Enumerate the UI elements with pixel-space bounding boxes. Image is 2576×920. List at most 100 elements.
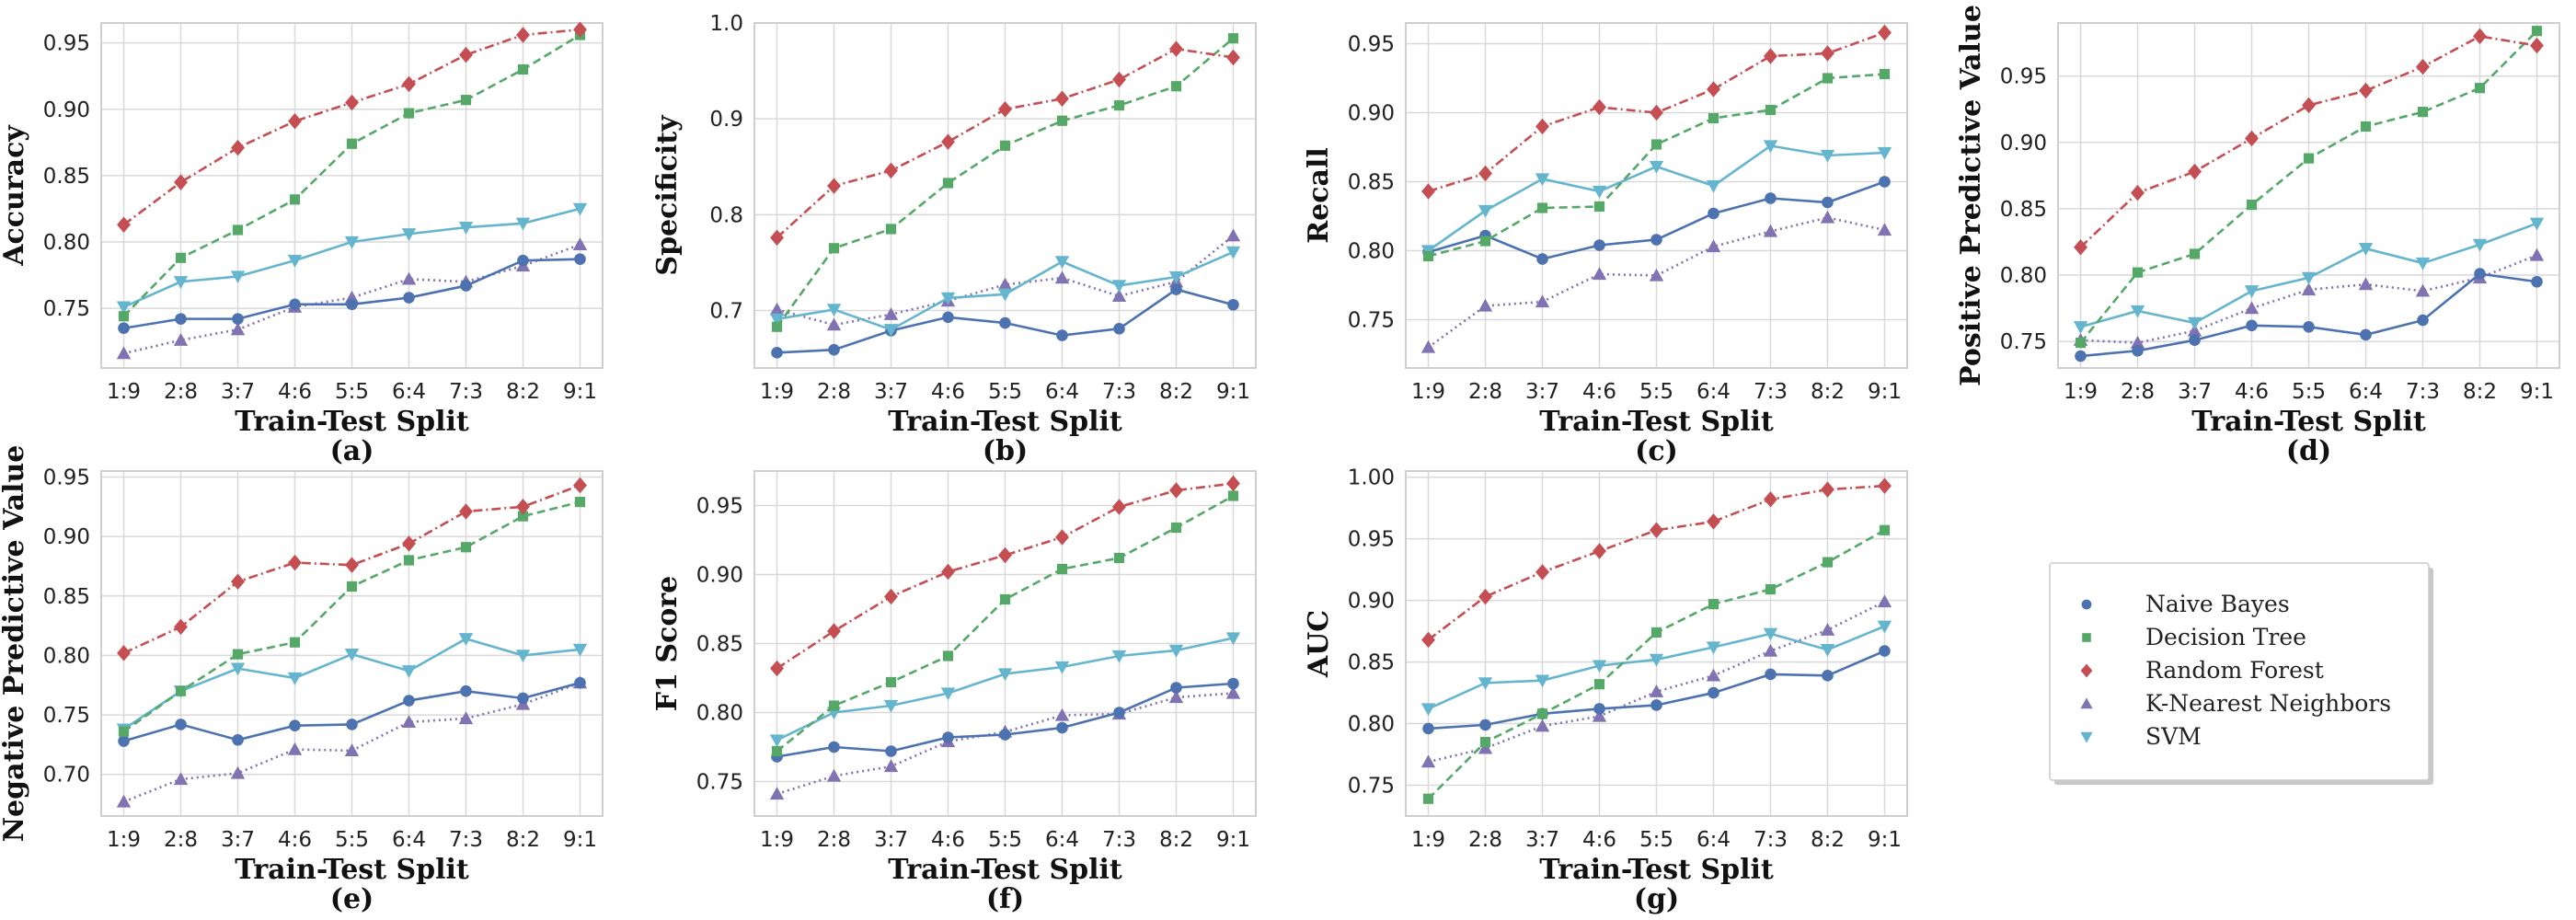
legend-marker xyxy=(2080,697,2093,709)
axes-frame xyxy=(100,470,604,817)
data-point xyxy=(1479,236,1491,247)
data-point xyxy=(287,672,303,685)
data-point xyxy=(1422,793,1434,804)
data-point xyxy=(1170,522,1182,534)
series-naive-bayes xyxy=(118,253,586,335)
x-tick-label: 3:7 xyxy=(2178,380,2212,404)
data-point xyxy=(344,236,360,249)
data-point xyxy=(174,618,188,636)
data-point xyxy=(1536,708,1548,719)
data-point xyxy=(1649,268,1664,282)
data-point xyxy=(769,302,785,316)
panel-tag: (a) xyxy=(330,435,374,467)
data-point xyxy=(1055,90,1069,108)
data-point xyxy=(1056,563,1068,575)
data-point xyxy=(346,138,358,149)
data-point xyxy=(1879,524,1891,535)
legend-entry-random-forest: Random Forest xyxy=(2080,657,2324,684)
y-tick-label: 0.95 xyxy=(1348,528,1395,552)
data-point xyxy=(1820,644,1835,657)
data-point xyxy=(345,557,359,573)
data-point xyxy=(1763,140,1778,154)
data-point xyxy=(516,499,530,515)
data-point xyxy=(2189,334,2201,347)
legend-label: Decision Tree xyxy=(2145,624,2306,650)
series-k-nearest-neighbors xyxy=(2073,247,2545,349)
x-tick-label: 1:9 xyxy=(1411,828,1445,852)
data-point xyxy=(827,178,841,194)
data-point xyxy=(516,27,530,43)
data-point xyxy=(1227,298,1239,311)
axes-frame xyxy=(2057,22,2560,369)
series-random-forest xyxy=(1421,24,1892,200)
data-point xyxy=(997,277,1013,291)
data-point xyxy=(1650,699,1662,711)
x-tick-label: 3:7 xyxy=(1525,828,1559,852)
data-point xyxy=(2360,121,2372,132)
data-point xyxy=(2187,323,2202,337)
data-point xyxy=(1708,599,1719,610)
data-point xyxy=(1649,653,1664,667)
data-point xyxy=(118,726,130,737)
data-point xyxy=(1226,49,1240,66)
data-point xyxy=(2417,107,2429,118)
data-point xyxy=(828,700,840,711)
x-tick-label: 6:4 xyxy=(1696,380,1731,404)
data-point xyxy=(999,140,1011,151)
data-point xyxy=(118,311,130,322)
y-tick-label: 0.85 xyxy=(2000,198,2047,222)
y-tick-label: 0.75 xyxy=(43,704,90,728)
chart-panels: 0.75 0.80 0.85 0.90 0.95 1:9 2:8 3:7 4:6 5:5 6:4 7:… xyxy=(0,5,2560,915)
data-point xyxy=(2132,344,2144,357)
data-point xyxy=(2188,163,2202,180)
data-point xyxy=(1765,668,1777,681)
x-tick-label: 6:4 xyxy=(392,828,426,852)
x-tick-label: 1:9 xyxy=(2064,380,2098,404)
data-point xyxy=(517,511,529,522)
data-point xyxy=(1478,298,1493,312)
data-point xyxy=(2358,243,2374,256)
data-point xyxy=(230,662,246,676)
series-svm xyxy=(1420,140,1892,259)
y-tick-label: 0.95 xyxy=(43,466,90,489)
data-point xyxy=(1535,294,1550,308)
data-point xyxy=(1170,81,1182,92)
legend-entry-naive-bayes: Naive Bayes xyxy=(2081,591,2290,617)
data-point xyxy=(1706,668,1721,682)
data-point xyxy=(1593,239,1605,251)
data-point xyxy=(1592,267,1607,281)
x-tick-label: 4:6 xyxy=(278,380,312,404)
data-point xyxy=(2075,350,2087,362)
data-point xyxy=(1478,165,1492,182)
data-point xyxy=(1763,224,1778,237)
data-point xyxy=(1422,250,1434,262)
y-tick-label: 0.80 xyxy=(43,644,90,668)
data-point xyxy=(401,228,417,242)
data-point xyxy=(174,174,188,190)
data-point xyxy=(116,301,132,315)
x-tick-label: 4:6 xyxy=(2235,380,2269,404)
data-point xyxy=(1649,684,1664,697)
data-point xyxy=(116,794,132,808)
data-point xyxy=(1821,45,1834,62)
series-svm xyxy=(116,202,588,315)
data-point xyxy=(231,139,245,156)
data-point xyxy=(940,292,956,305)
data-point xyxy=(2189,248,2201,259)
data-point xyxy=(1706,641,1721,655)
data-point xyxy=(2187,316,2202,330)
x-tick-label: 7:3 xyxy=(1102,828,1136,852)
data-point xyxy=(1113,322,1125,335)
data-point xyxy=(1113,707,1125,719)
y-tick-label: 0.90 xyxy=(43,525,90,549)
x-tick-label: 9:1 xyxy=(563,380,597,404)
data-point xyxy=(572,202,588,216)
y-axis-label: Negative Predictive Value xyxy=(0,445,30,843)
legend-label: SVM xyxy=(2145,723,2202,750)
data-point xyxy=(2529,247,2545,261)
x-axis-label: Train-Test Split xyxy=(235,406,469,438)
data-point xyxy=(1536,253,1548,265)
y-axis-label: Recall xyxy=(1303,147,1335,244)
data-point xyxy=(1820,623,1835,636)
data-point xyxy=(1054,707,1070,721)
